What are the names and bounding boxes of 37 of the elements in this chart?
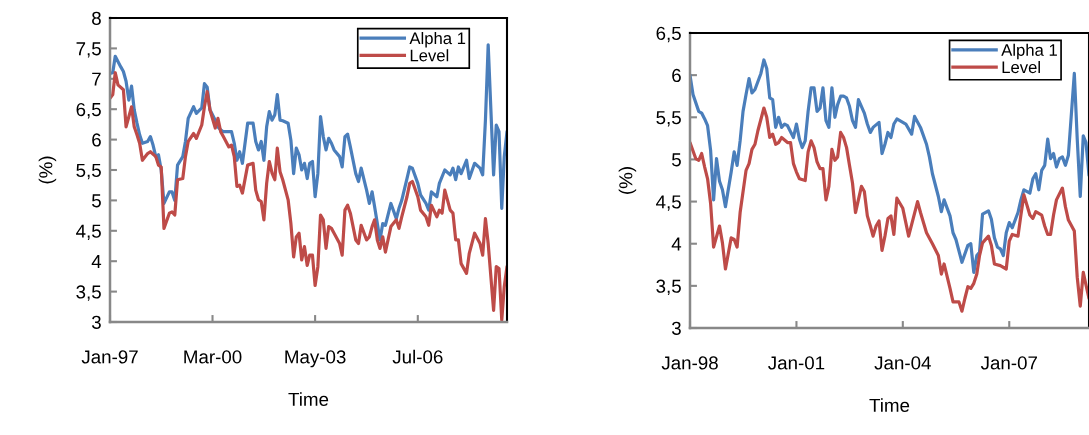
x-tick-label: Jan-98 [661,356,718,370]
y-axis-title: (%) [38,156,57,184]
line-series [690,106,1089,313]
legend-label: Level [410,49,449,62]
x-tick-label: May-03 [285,350,346,368]
y-tick-label: 6,5 [76,102,101,119]
x-tick-label: Jan-01 [768,356,825,370]
y-tick-label: 3,5 [76,285,101,301]
x-tick-label: Jan-04 [874,356,931,370]
y-tick-label: 3 [91,315,101,329]
y-tick-label: 4,5 [76,224,101,240]
y-tick-label: 7 [92,72,101,86]
legend-label: Alpha 1 [409,31,466,48]
y-tick-label: 8 [92,11,101,25]
y-tick-label: 4 [671,237,682,251]
y-tick-label: 4,5 [656,195,681,211]
x-tick-label: Jul-06 [392,349,443,364]
y-tick-label: 5,5 [656,111,681,127]
y-tick-label: 5 [91,194,101,208]
y-tick-label: 6 [672,68,681,83]
x-axis-title: Time [288,392,329,407]
x-tick-label: Jan-07 [980,356,1037,370]
y-tick-label: 7,5 [76,42,101,58]
y-tick-label: 3,5 [656,279,681,296]
y-tick-label: 6 [92,133,101,147]
y-tick-label: 5 [671,153,681,167]
x-tick-label: Jan-97 [81,350,138,364]
legend-label: Level [1002,60,1040,74]
y-tick-label: 4 [91,255,102,268]
y-tick-label: 6,5 [656,26,681,43]
y-tick-label: 3 [671,321,681,335]
y-axis-title: (%) [618,167,637,194]
line-series [690,58,1089,274]
legend-label: Alpha 1 [1001,43,1057,60]
x-axis-title: Time [869,398,910,413]
x-tick-label: Mar-00 [184,350,242,364]
y-tick-label: 5,5 [76,163,101,180]
